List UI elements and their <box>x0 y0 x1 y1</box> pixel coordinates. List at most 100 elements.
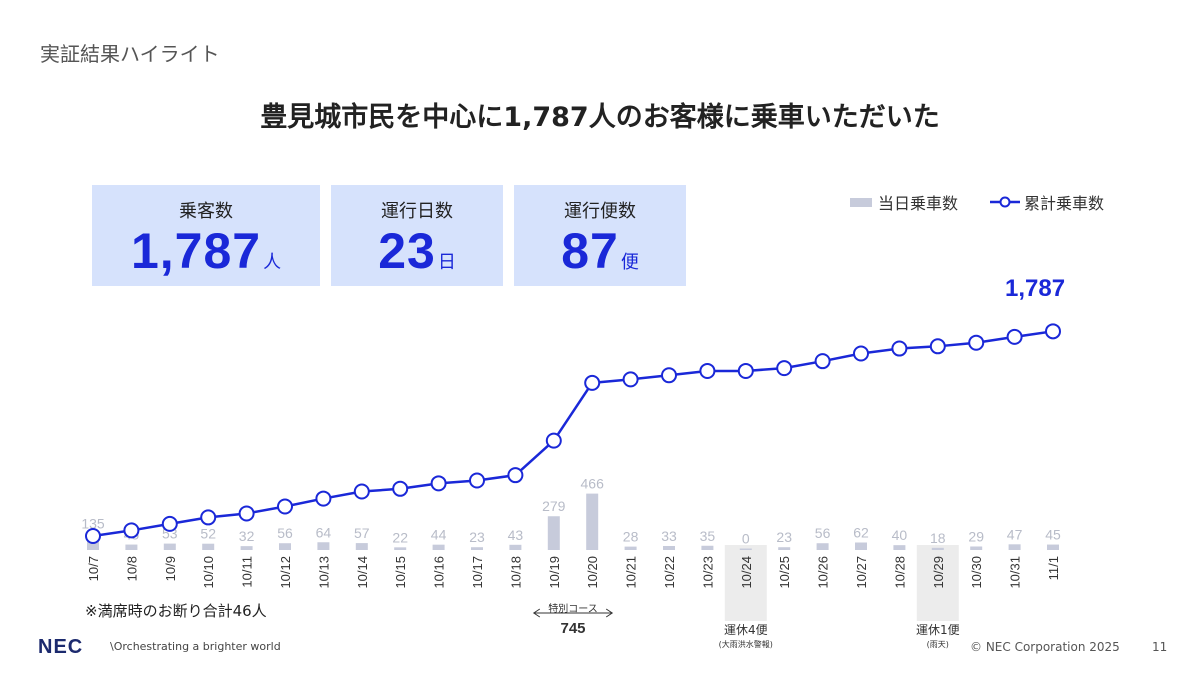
cumulative-point <box>200 509 217 526</box>
cumulative-point <box>315 490 332 507</box>
bar <box>471 547 483 550</box>
bar <box>547 516 560 550</box>
bar <box>394 547 407 550</box>
bar-value-label: 57 <box>354 525 370 541</box>
bar <box>432 544 445 550</box>
bar-value-label: 28 <box>623 529 639 545</box>
nec-logo: NEC <box>38 636 84 658</box>
cumulative-point <box>929 338 946 355</box>
bar-value-label: 135 <box>81 516 105 532</box>
bar-value-label: 0 <box>742 531 750 547</box>
section-label: 実証結果ハイライト <box>40 42 220 66</box>
kpi-value-row: 1,787 人 <box>92 223 320 279</box>
x-tick-label: 10/12 <box>278 556 293 589</box>
cumulative-point <box>1006 328 1023 345</box>
x-tick-label: 10/27 <box>854 556 869 589</box>
bar <box>586 493 599 550</box>
kpi-label: 運行日数 <box>381 201 453 222</box>
bar <box>317 542 330 550</box>
bar <box>893 545 906 550</box>
x-tick-label: 10/17 <box>470 556 485 589</box>
bar <box>778 547 791 550</box>
x-tick-label: 10/23 <box>700 556 715 589</box>
kpi-unit: 便 <box>620 252 639 273</box>
x-tick-label: 10/20 <box>585 556 600 589</box>
x-tick-label: 10/28 <box>892 556 907 589</box>
bar-value-label: 40 <box>892 527 908 543</box>
cumulative-point <box>622 371 639 388</box>
closure-label: 運休1便 <box>916 623 960 637</box>
x-tick-label: 10/8 <box>124 556 139 581</box>
footer-tagline: \Orchestrating a brighter world <box>110 640 281 653</box>
bar-value-label: 279 <box>542 498 566 514</box>
x-tick-label: 10/19 <box>547 556 562 589</box>
legend-label: 累計乗車数 <box>1024 194 1105 213</box>
kpi-value-row: 23 日 <box>331 223 503 279</box>
bar-value-label: 23 <box>776 529 792 545</box>
final-cumulative-label: 1,787 <box>1005 275 1066 302</box>
x-tick-label: 10/9 <box>163 556 178 581</box>
x-tick-label: 10/26 <box>816 556 831 589</box>
cumulative-line <box>92 330 1054 538</box>
bar-value-label: 56 <box>815 525 831 541</box>
bar <box>855 542 867 550</box>
cumulative-point <box>469 472 485 489</box>
cumulative-point <box>277 498 293 515</box>
legend-item-cumulative: 累計乗車数 <box>990 190 1104 214</box>
x-tick-label: 10/7 <box>86 556 101 581</box>
page-number: 11 <box>1152 640 1168 654</box>
bar <box>701 545 714 550</box>
cumulative-point <box>353 483 370 500</box>
x-tick-label: 10/11 <box>240 556 255 588</box>
kpi-number: 1,787 <box>130 223 262 279</box>
cumulative-point <box>85 528 101 544</box>
bar <box>163 543 176 550</box>
x-tick-label: 11/1 <box>1046 556 1061 580</box>
bar-value-label: 62 <box>853 524 869 540</box>
bar-value-label: 35 <box>700 528 716 544</box>
legend-item-daily: 当日乗車数 <box>850 190 958 214</box>
bar-value-label: 32 <box>239 528 255 544</box>
bar <box>1008 544 1021 550</box>
bar <box>279 543 291 550</box>
bar-value-label: 43 <box>508 527 524 543</box>
bar-value-label: 29 <box>968 528 984 544</box>
bar-value-label: 22 <box>392 529 408 545</box>
bar-value-label: 64 <box>316 524 332 540</box>
cumulative-point <box>968 334 985 351</box>
bar <box>1047 544 1059 550</box>
bar <box>624 546 637 550</box>
footer-copyright: © NEC Corporation 2025 <box>970 640 1120 654</box>
x-tick-label: 10/22 <box>662 556 677 589</box>
arrow-head-left <box>532 608 541 618</box>
bar <box>816 543 829 550</box>
bar-value-label: 45 <box>1045 527 1061 543</box>
kpi-card-passengers: 乗客数 1,787 人 <box>92 185 320 286</box>
cumulative-point <box>699 362 716 379</box>
closure-note: (雨天) <box>927 640 949 649</box>
bar-value-label: 23 <box>469 529 485 545</box>
cumulative-point <box>1045 323 1061 340</box>
bar-value-label: 44 <box>431 527 447 543</box>
kpi-label: 運行便数 <box>564 201 636 222</box>
x-tick-label: 10/31 <box>1008 556 1023 589</box>
kpi-number: 23 <box>378 223 436 279</box>
bar <box>125 544 138 550</box>
bar-value-label: 56 <box>277 525 293 541</box>
cumulative-point <box>891 340 908 357</box>
kpi-card-trips: 運行便数 87 便 <box>514 185 686 286</box>
cumulative-point <box>123 522 140 539</box>
bar <box>970 546 983 550</box>
closure-note: (大雨洪水警報) <box>719 639 773 649</box>
bar <box>931 547 944 550</box>
cumulative-point <box>430 475 447 492</box>
cumulative-point <box>737 362 754 379</box>
x-tick-label: 10/10 <box>201 556 216 589</box>
page-headline: 豊見城市民を中心に1,787人のお客様に乗車いただいた <box>260 102 940 133</box>
x-tick-label: 10/25 <box>777 556 792 589</box>
x-tick-label: 10/14 <box>355 556 370 589</box>
x-tick-label: 10/15 <box>393 556 408 589</box>
closure-shade <box>916 545 959 621</box>
legend-line-swatch <box>990 196 1020 208</box>
